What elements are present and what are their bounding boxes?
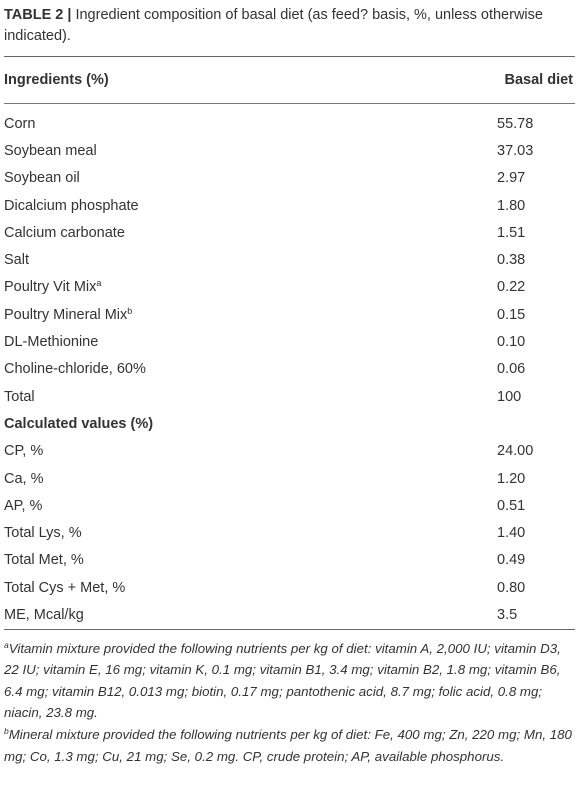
- section-label: Calculated values (%): [4, 415, 154, 432]
- table-bottom-rule: [4, 628, 575, 630]
- calculated-row: CP, % 24.00: [4, 438, 575, 465]
- footnote-a-text: Vitamin mixture provided the following n…: [4, 640, 561, 721]
- calculated-row-label: ME, Mcal/kg: [4, 601, 497, 628]
- calculated-row-label: Total Met, %: [4, 547, 497, 574]
- calculated-row-label-text: AP, %: [4, 497, 43, 514]
- ingredient-row-label: Soybean oil: [4, 165, 497, 192]
- calculated-row-label: Total Cys + Met, %: [4, 574, 497, 601]
- ingredient-row-label-text: Calcium carbonate: [4, 224, 125, 241]
- ingredient-row-value: 37.03: [497, 142, 534, 159]
- ingredient-row-label-text: Soybean oil: [4, 170, 80, 187]
- ingredient-row-value: 0.15: [497, 306, 526, 323]
- ingredient-row-value: 0.06: [497, 361, 526, 378]
- calculated-row-label: Ca, %: [4, 465, 497, 492]
- table-top-rule: [4, 56, 575, 57]
- ingredient-row-label: Corn: [4, 104, 497, 137]
- calculated-row-label-text: CP, %: [4, 443, 44, 460]
- ingredient-row: Choline-chloride, 60% 0.06: [4, 356, 575, 383]
- ingredient-row-value: 100: [497, 388, 522, 405]
- ingredient-row-label-text: Soybean meal: [4, 142, 97, 159]
- calculated-row-value: 3.5: [497, 606, 518, 623]
- ingredient-row-footnote-mark: b: [127, 305, 133, 316]
- ingredient-row-value: 1.51: [497, 224, 526, 241]
- calculated-row-label-text: ME, Mcal/kg: [4, 606, 84, 623]
- header-ingredients: Ingredients (%): [4, 72, 109, 88]
- calculated-row-value: 0.49: [497, 552, 526, 569]
- ingredient-row-label-text: Corn: [4, 115, 36, 132]
- ingredient-row: Dicalcium phosphate 1.80: [4, 192, 575, 219]
- ingredient-row-label-text: Choline-chloride, 60%: [4, 361, 146, 378]
- calculated-row: AP, % 0.51: [4, 492, 575, 519]
- calculated-row-label: Total Lys, %: [4, 519, 497, 546]
- ingredient-row-label: Poultry Vit Mixa: [4, 274, 497, 301]
- ingredient-row: Poultry Vit Mixa 0.22: [4, 274, 575, 301]
- ingredient-row: Calcium carbonate 1.51: [4, 219, 575, 246]
- ingredient-row-label: Poultry Mineral Mixb: [4, 301, 497, 328]
- ingredient-row-label: Calcium carbonate: [4, 219, 497, 246]
- footnote-b-mark: b: [4, 726, 9, 737]
- ingredient-row: Salt 0.38: [4, 246, 575, 273]
- calculated-row: Ca, % 1.20: [4, 465, 575, 492]
- calculated-row: ME, Mcal/kg 3.5: [4, 601, 575, 628]
- table-header-rule: [4, 103, 575, 104]
- ingredient-row-label-text: Poultry Vit Mix: [4, 279, 97, 296]
- table-caption: TABLE 2 | Ingredient composition of basa…: [4, 5, 575, 47]
- calculated-row-value: 0.80: [497, 579, 526, 596]
- ingredient-row-value: 0.10: [497, 334, 526, 351]
- calculated-row-label-text: Total Lys, %: [4, 525, 82, 542]
- ingredient-row-label: Salt: [4, 246, 497, 273]
- calculated-row-value: 1.20: [497, 470, 526, 487]
- table-header-row: Ingredients (%) Basal diet: [4, 57, 575, 103]
- calculated-row-label-text: Ca, %: [4, 470, 44, 487]
- ingredient-row: Soybean meal 37.03: [4, 137, 575, 164]
- ingredient-row: Soybean oil 2.97: [4, 165, 575, 192]
- ingredient-row-label-text: Salt: [4, 252, 29, 269]
- footnote-b: bMineral mixture provided the following …: [4, 724, 575, 767]
- ingredient-row: Corn 55.78: [4, 104, 575, 137]
- ingredient-row: DL-Methionine 0.10: [4, 328, 575, 355]
- ingredient-row-footnote-mark: a: [96, 278, 102, 289]
- table-footnotes: aVitamin mixture provided the following …: [4, 638, 575, 768]
- ingredient-row-value: 1.80: [497, 197, 526, 214]
- calculated-row-label: AP, %: [4, 492, 497, 519]
- ingredient-row-label: Total: [4, 383, 497, 410]
- table-caption-text: Ingredient composition of basal diet (as…: [4, 7, 543, 44]
- composition-table: Ingredients (%) Basal diet Corn 55.78 Soyb…: [4, 56, 575, 630]
- ingredient-row-value: 0.22: [497, 279, 526, 296]
- calculated-row-label-text: Total Met, %: [4, 552, 84, 569]
- table-caption-label: TABLE 2 |: [4, 7, 72, 23]
- calculated-row: Total Cys + Met, % 0.80: [4, 574, 575, 601]
- calculated-row-value: 1.40: [497, 525, 526, 542]
- calculated-row: Total Met, % 0.49: [4, 547, 575, 574]
- ingredient-row-label-text: DL-Methionine: [4, 334, 99, 351]
- ingredient-row-label: Dicalcium phosphate: [4, 192, 497, 219]
- calculated-row: Total Lys, % 1.40: [4, 519, 575, 546]
- ingredient-row: Total 100: [4, 383, 575, 410]
- ingredient-row-value: 2.97: [497, 170, 526, 187]
- ingredient-row: Poultry Mineral Mixb 0.15: [4, 301, 575, 328]
- calculated-row-value: 24.00: [497, 443, 534, 460]
- ingredient-row-label: Soybean meal: [4, 137, 497, 164]
- section-row-calculated-values: Calculated values (%): [4, 410, 575, 437]
- ingredient-row-label: DL-Methionine: [4, 328, 497, 355]
- footnote-a-mark: a: [4, 639, 9, 650]
- ingredient-row-label: Choline-chloride, 60%: [4, 356, 497, 383]
- table-body: Corn 55.78 Soybean meal 37.03 Soybean oil 2.9…: [4, 104, 575, 629]
- ingredient-row-value: 55.78: [497, 115, 534, 132]
- calculated-row-label: CP, %: [4, 438, 497, 465]
- calculated-row-label-text: Total Cys + Met, %: [4, 579, 126, 596]
- ingredient-row-label-text: Total: [4, 388, 35, 405]
- ingredient-row-value: 0.38: [497, 252, 526, 269]
- footnote-a: aVitamin mixture provided the following …: [4, 638, 575, 724]
- footnote-b-text: Mineral mixture provided the following n…: [4, 727, 572, 764]
- ingredient-row-label-text: Poultry Mineral Mix: [4, 306, 128, 323]
- header-basal-diet: Basal diet: [504, 72, 574, 88]
- calculated-row-value: 0.51: [497, 497, 526, 514]
- ingredient-row-label-text: Dicalcium phosphate: [4, 197, 139, 214]
